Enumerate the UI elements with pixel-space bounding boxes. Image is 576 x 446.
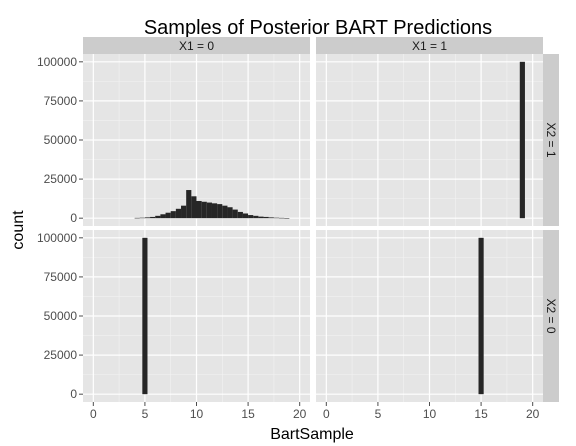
x-tick-label: 5	[375, 407, 382, 421]
plot-area: X1 = 0 X1 = 1 X2 = 1 X2 = 0 0 25000 50000 75000…	[37, 37, 559, 421]
histogram-bar	[155, 215, 161, 219]
histogram-bar	[181, 205, 187, 219]
x-tick-label: 20	[293, 407, 307, 421]
histogram-bar	[248, 215, 254, 219]
y-tick-label: 75000	[44, 270, 78, 284]
histogram-bar	[253, 215, 259, 219]
y-tick-label: 0	[70, 211, 77, 225]
y-tick-label: 0	[70, 387, 77, 401]
histogram-bar	[186, 190, 192, 219]
histogram-bar	[227, 207, 233, 219]
histogram-bar	[201, 201, 207, 219]
x-tick-label: 0	[90, 407, 97, 421]
histogram-bar	[217, 204, 223, 219]
chart-title: Samples of Posterior BART Predictions	[144, 17, 492, 39]
x-tick-label: 10	[190, 407, 204, 421]
x-axis-title: BartSample	[270, 426, 354, 443]
y-tick-label: 25000	[44, 172, 78, 186]
histogram-bar	[222, 205, 228, 219]
histogram-bar	[150, 216, 156, 219]
histogram-bar	[134, 217, 140, 219]
y-tick-label: 100000	[37, 55, 77, 69]
column-strip	[83, 37, 310, 54]
histogram-bar	[268, 217, 274, 219]
column-strip	[316, 37, 543, 54]
row-strip	[543, 230, 559, 402]
column-strip-label: X1 = 0	[179, 39, 214, 53]
y-tick-label: 50000	[44, 133, 78, 147]
histogram-bar	[160, 214, 166, 219]
histogram-bar	[206, 202, 212, 219]
y-axis-title: count	[10, 210, 27, 250]
histogram-bar	[191, 196, 197, 219]
y-tick-label: 50000	[44, 309, 78, 323]
x-tick-label: 15	[474, 407, 488, 421]
row-strip-label: X2 = 0	[544, 298, 558, 333]
column-strip-label: X1 = 1	[412, 39, 447, 53]
x-tick-label: 15	[241, 407, 255, 421]
histogram-bar	[211, 203, 218, 219]
histogram-bar	[175, 208, 182, 219]
y-tick-label: 75000	[44, 94, 78, 108]
y-tick-label: 100000	[37, 231, 77, 245]
row-strip-label: X2 = 1	[544, 122, 558, 157]
y-tick-label: 25000	[44, 348, 78, 362]
histogram-bar	[273, 217, 280, 219]
x-tick-label: 20	[526, 407, 540, 421]
x-tick-label: 5	[142, 407, 149, 421]
histogram-bar	[258, 216, 264, 219]
histogram-bar	[196, 200, 202, 219]
histogram-bar	[170, 211, 176, 219]
histogram-bar	[165, 212, 171, 219]
histogram-bar	[519, 61, 525, 219]
histogram-bar	[144, 217, 151, 219]
histogram-bar	[237, 211, 243, 219]
x-tick-label: 10	[423, 407, 437, 421]
histogram-bar	[232, 209, 238, 219]
histogram-bar	[279, 217, 285, 219]
histogram-bar	[142, 237, 148, 395]
histogram-bar	[242, 213, 249, 219]
histogram-bar	[284, 218, 290, 219]
x-tick-label: 0	[323, 407, 330, 421]
histogram-bar	[263, 216, 269, 219]
histogram-bar	[139, 217, 145, 219]
row-strip	[543, 54, 559, 226]
histogram-bar	[478, 237, 484, 395]
